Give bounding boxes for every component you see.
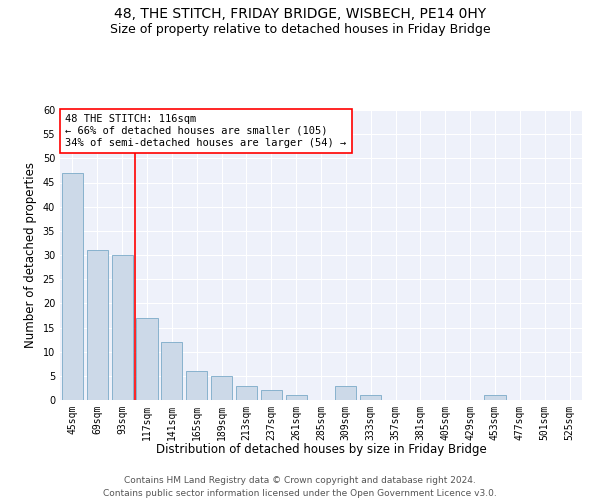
- Bar: [161, 342, 182, 400]
- Bar: [335, 386, 356, 400]
- Y-axis label: Number of detached properties: Number of detached properties: [24, 162, 37, 348]
- Text: Distribution of detached houses by size in Friday Bridge: Distribution of detached houses by size …: [155, 442, 487, 456]
- Text: 48 THE STITCH: 116sqm
← 66% of detached houses are smaller (105)
34% of semi-det: 48 THE STITCH: 116sqm ← 66% of detached …: [65, 114, 346, 148]
- Bar: [484, 395, 506, 400]
- Bar: [112, 255, 133, 400]
- Bar: [286, 395, 307, 400]
- Bar: [186, 371, 207, 400]
- Text: 48, THE STITCH, FRIDAY BRIDGE, WISBECH, PE14 0HY: 48, THE STITCH, FRIDAY BRIDGE, WISBECH, …: [114, 8, 486, 22]
- Text: Contains HM Land Registry data © Crown copyright and database right 2024.
Contai: Contains HM Land Registry data © Crown c…: [103, 476, 497, 498]
- Bar: [87, 250, 108, 400]
- Bar: [62, 173, 83, 400]
- Bar: [211, 376, 232, 400]
- Bar: [261, 390, 282, 400]
- Text: Size of property relative to detached houses in Friday Bridge: Size of property relative to detached ho…: [110, 22, 490, 36]
- Bar: [360, 395, 381, 400]
- Bar: [136, 318, 158, 400]
- Bar: [236, 386, 257, 400]
